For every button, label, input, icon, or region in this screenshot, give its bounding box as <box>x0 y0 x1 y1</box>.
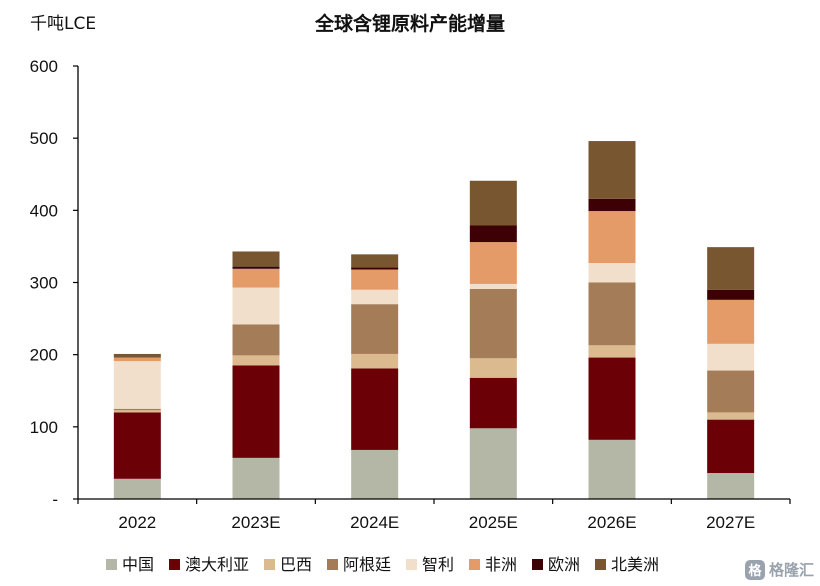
x-category-label: 2023E <box>231 513 280 532</box>
x-category-label: 2024E <box>350 513 399 532</box>
bar-segment <box>113 412 161 479</box>
x-category-label: 2027E <box>706 513 755 532</box>
bar-segment <box>351 254 399 268</box>
bar-segment <box>588 211 636 264</box>
legend-swatch <box>469 559 480 570</box>
bar-segment <box>113 361 161 409</box>
bar-segment <box>707 247 755 290</box>
axes-layer: - 100 200 300 400 500 600 2022 2023E 2024E 2025E 20… <box>30 57 791 532</box>
watermark-logo-icon: 格 <box>744 559 765 580</box>
y-tick-label: 600 <box>30 57 58 76</box>
legend-item-label: 欧洲 <box>548 555 580 574</box>
bar-segment <box>113 478 161 499</box>
y-tick-label: 400 <box>30 201 58 220</box>
legend-swatch <box>169 559 180 570</box>
legend-item-label: 阿根廷 <box>343 555 391 574</box>
bar-segment <box>707 289 755 300</box>
x-category-label: 2026E <box>587 513 636 532</box>
legend-swatch <box>532 559 543 570</box>
bar-segment <box>707 299 755 344</box>
bar-segment <box>232 268 280 288</box>
bar-segment <box>588 345 636 358</box>
bar-segment <box>232 365 280 458</box>
bar-segment <box>707 473 755 499</box>
bar-segment <box>351 267 399 270</box>
legend-item-label: 非洲 <box>485 555 517 574</box>
bar-segment <box>351 353 399 369</box>
bar-segment <box>588 282 636 346</box>
bar-segment <box>351 304 399 354</box>
bar-segment <box>469 283 517 289</box>
bar-segment <box>113 410 161 413</box>
y-tick-label: 500 <box>30 129 58 148</box>
legend-swatch <box>406 559 417 570</box>
bar-segment <box>232 287 280 325</box>
bar-segment <box>351 289 399 305</box>
watermark-text: 格隆汇 <box>768 561 814 579</box>
legend-item-label: 智利 <box>422 555 454 574</box>
bars-layer <box>113 141 755 499</box>
bar-segment <box>469 242 517 284</box>
bar-segment <box>588 357 636 440</box>
bar-segment <box>707 370 755 413</box>
bar-segment <box>232 324 280 356</box>
bar-segment <box>232 355 280 366</box>
bar-segment <box>469 225 517 243</box>
legend-swatch <box>264 559 275 570</box>
y-tick-label: 100 <box>30 418 58 437</box>
bar-segment <box>469 288 517 359</box>
bar-segment <box>469 428 517 499</box>
bar-segment <box>707 419 755 474</box>
bar-segment <box>113 353 161 358</box>
bar-segment <box>588 263 636 283</box>
legend-item-label: 北美洲 <box>611 555 659 574</box>
bar-segment <box>351 368 399 450</box>
bar-segment <box>113 357 161 362</box>
bar-segment <box>232 266 280 269</box>
bar-segment <box>469 180 517 226</box>
legend-item-label: 中国 <box>122 555 154 574</box>
bar-segment <box>707 343 755 371</box>
legend-swatch <box>106 559 117 570</box>
bar-segment <box>232 457 280 499</box>
bar-segment <box>469 358 517 378</box>
bar-segment <box>351 269 399 290</box>
bar-segment <box>232 251 280 267</box>
chart-title: 全球含锂原料产能增量 <box>314 12 505 35</box>
legend-swatch <box>595 559 606 570</box>
bar-segment <box>469 377 517 429</box>
legend: 中国 澳大利亚 巴西 阿根廷 智利 非洲 欧洲 北美洲 <box>106 555 659 574</box>
legend-item-label: 澳大利亚 <box>185 555 249 574</box>
bar-segment <box>588 198 636 212</box>
y-tick-label: 200 <box>30 346 58 365</box>
y-tick-label: 300 <box>30 274 58 293</box>
watermark: 格 格隆汇 <box>744 559 814 580</box>
bar-segment <box>588 439 636 499</box>
bar-segment <box>707 412 755 420</box>
legend-item-label: 巴西 <box>280 555 312 574</box>
legend-swatch <box>327 559 338 570</box>
x-category-label: 2025E <box>469 513 518 532</box>
bar-segment <box>113 408 161 411</box>
x-category-label: 2022 <box>118 513 156 532</box>
bar-segment <box>588 141 636 199</box>
bar-segment <box>351 449 399 499</box>
y-tick-label: - <box>52 490 58 509</box>
y-axis-unit-label: 千吨LCE <box>30 14 96 34</box>
